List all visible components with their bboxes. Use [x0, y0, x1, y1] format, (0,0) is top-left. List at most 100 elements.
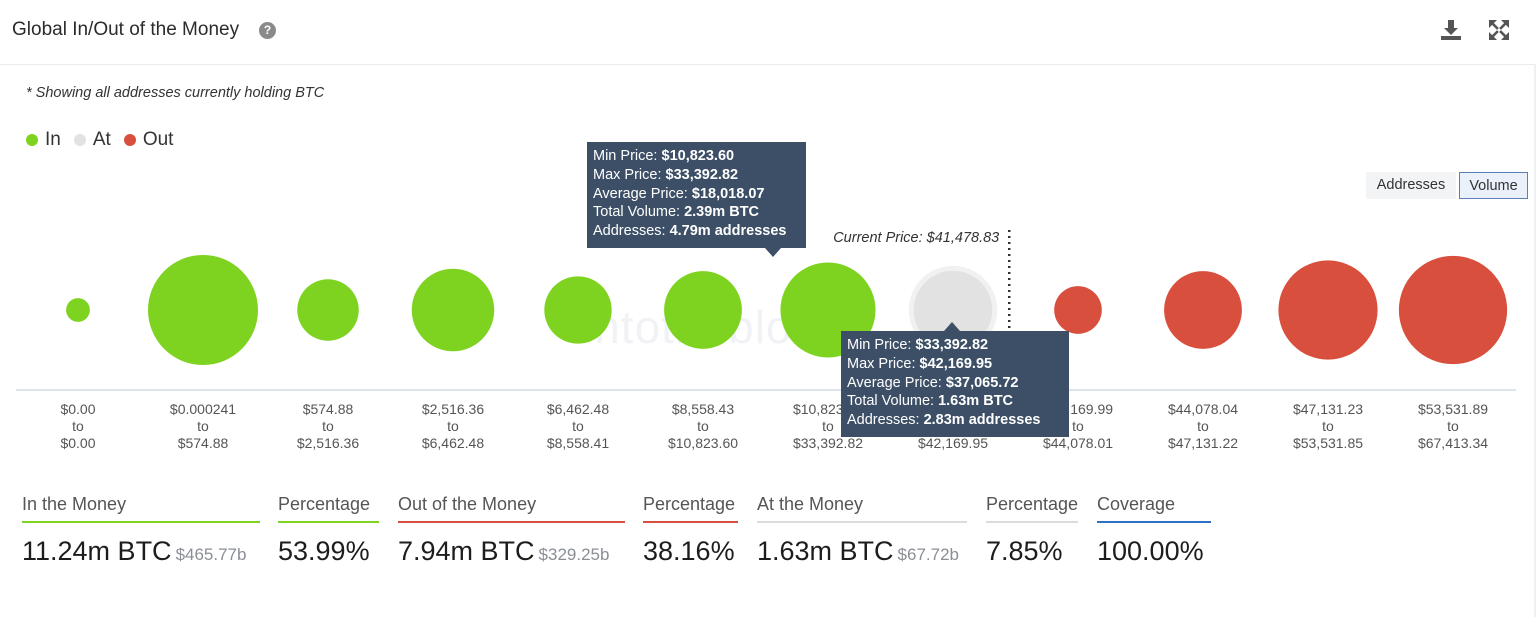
tooltip-label: Addresses: [593, 223, 670, 240]
stat-usd-value: $465.77b [175, 545, 247, 564]
tooltip-bucket-8: Min Price: $33,392.82 Max Price: $42,169… [841, 322, 1069, 437]
tooltip-label: Addresses: [847, 412, 924, 429]
tick-label-to: to [447, 418, 459, 434]
tooltip-total-volume: 2.39m BTC [684, 204, 760, 221]
legend-dot-in [26, 134, 38, 146]
stat-label: At the Money [757, 494, 864, 514]
stat-value-text: 100.00% [1097, 536, 1204, 566]
volume-toggle-button[interactable]: Volume [1459, 172, 1528, 199]
tick-label: $67,413.34 [1418, 435, 1488, 451]
bubble-in [66, 298, 90, 322]
legend-label-out: Out [142, 129, 174, 150]
tick-label-to: to [322, 418, 334, 434]
stat-percentage: Percentage 7.85% [986, 494, 1078, 567]
stat-usd-value: $67.72b [897, 545, 959, 564]
chart-note: * Showing all addresses currently holdin… [26, 85, 325, 101]
bubble-in [664, 271, 742, 349]
stat-usd-value: $329.25b [538, 545, 610, 564]
bubble-out [1054, 286, 1102, 334]
tooltip-max-price: $33,392.82 [665, 166, 739, 183]
tooltip-bucket-7: Min Price: $10,823.60 Max Price: $33,392… [587, 142, 806, 257]
tick-label: $6,462.48 [422, 435, 484, 451]
stat-out-of-the-money: Out of the Money 7.94m BTC $329.25b [398, 494, 625, 567]
stat-value-text: 7.85% [986, 536, 1063, 566]
stat-in-the-money: In the Money 11.24m BTC $465.77b [22, 494, 260, 567]
stat-value-text: 38.16% [643, 536, 735, 566]
stat-label: Percentage [643, 494, 736, 514]
tooltip-label: Total Volume: [847, 393, 939, 410]
legend-dot-out [123, 134, 136, 146]
stat-underline [22, 521, 260, 523]
stat-label: Coverage [1097, 494, 1176, 514]
widget-header: Global In/Out of the Money ? [0, 0, 1536, 65]
stat-value-text: 1.63m BTC [757, 536, 894, 566]
tick-label: $33,392.82 [793, 435, 863, 451]
stat-at-the-money: At the Money 1.63m BTC $67.72b [757, 494, 967, 567]
bubble-out [1164, 271, 1242, 349]
stat-label: Percentage [278, 494, 371, 514]
tooltip-label: Min Price: [847, 337, 916, 353]
tooltip-label: Average Price: [847, 374, 946, 391]
tooltip-avg-price: $37,065.72 [945, 374, 1019, 391]
help-icon[interactable]: ? [259, 22, 276, 39]
tick-label: $44,078.01 [1043, 435, 1113, 451]
stat-percentage: Percentage 38.16% [643, 494, 738, 567]
tick-label: $10,823.60 [668, 435, 738, 451]
stat-value: 100.00% [1097, 536, 1211, 567]
tick-label: $53,531.85 [1293, 435, 1363, 451]
tick-label-to: to [197, 418, 209, 434]
tooltip-label: Max Price: [593, 166, 666, 183]
bubble-at [913, 270, 993, 350]
tick-label: $6,462.48 [547, 401, 609, 417]
fullscreen-icon[interactable] [1487, 18, 1511, 42]
tick-label: $8,558.43 [672, 401, 734, 417]
tick-label: $0.00 [60, 401, 95, 417]
stat-label: Out of the Money [398, 494, 537, 514]
stat-value: 38.16% [643, 536, 738, 567]
bubble-in [148, 255, 258, 365]
bubble-in [297, 279, 359, 341]
tooltip-arrow [944, 322, 960, 331]
legend: In At Out [26, 129, 186, 151]
legend-label-at: At [92, 129, 111, 150]
tick-label-to: to [1197, 418, 1209, 434]
stat-underline [986, 521, 1078, 523]
legend-item-at[interactable]: At [73, 129, 111, 151]
stat-underline [1097, 521, 1211, 523]
download-icon[interactable] [1439, 18, 1463, 42]
tooltip-total-volume: 1.63m BTC [938, 393, 1014, 410]
stat-value: 7.94m BTC $329.25b [398, 536, 625, 567]
addresses-toggle-button[interactable]: Addresses [1366, 172, 1456, 199]
tick-label-to: to [697, 418, 709, 434]
stat-value: 7.85% [986, 536, 1078, 567]
current-price-label: Current Price: $41,478.83 [833, 230, 999, 246]
tick-label: $47,131.23 [1293, 401, 1363, 417]
tick-label: $0.000241 [170, 401, 236, 417]
legend-item-out[interactable]: Out [123, 129, 174, 151]
widget-title: Global In/Out of the Money [12, 19, 240, 40]
stat-label: In the Money [22, 494, 127, 514]
bubble-out [1398, 255, 1508, 365]
tooltip-label: Min Price: [593, 148, 662, 164]
bubble-out [1278, 260, 1378, 360]
stat-coverage: Coverage 100.00% [1097, 494, 1211, 567]
tooltip-addresses: 4.79m addresses [669, 223, 787, 240]
stat-value-text: 11.24m BTC [22, 536, 172, 566]
tick-label-to: to [72, 418, 84, 434]
tooltip-label: Average Price: [593, 185, 692, 202]
tick-label: $574.88 [178, 435, 229, 451]
stat-underline [643, 521, 738, 523]
tick-label-to: to [1072, 418, 1084, 434]
stat-value: 1.63m BTC $67.72b [757, 536, 967, 567]
tick-label: $53,531.89 [1418, 401, 1488, 417]
stat-value: 11.24m BTC $465.77b [22, 536, 260, 567]
legend-item-in[interactable]: In [26, 129, 61, 151]
tick-label: $2,516.36 [422, 401, 484, 417]
tick-label-to: to [572, 418, 584, 434]
tooltip-max-price: $42,169.95 [919, 355, 993, 372]
stat-label: Percentage [986, 494, 1079, 514]
tick-label: $47,131.22 [1168, 435, 1238, 451]
stat-value-text: 7.94m BTC [398, 536, 535, 566]
bubble-in [411, 268, 495, 352]
tooltip-arrow [765, 248, 781, 257]
